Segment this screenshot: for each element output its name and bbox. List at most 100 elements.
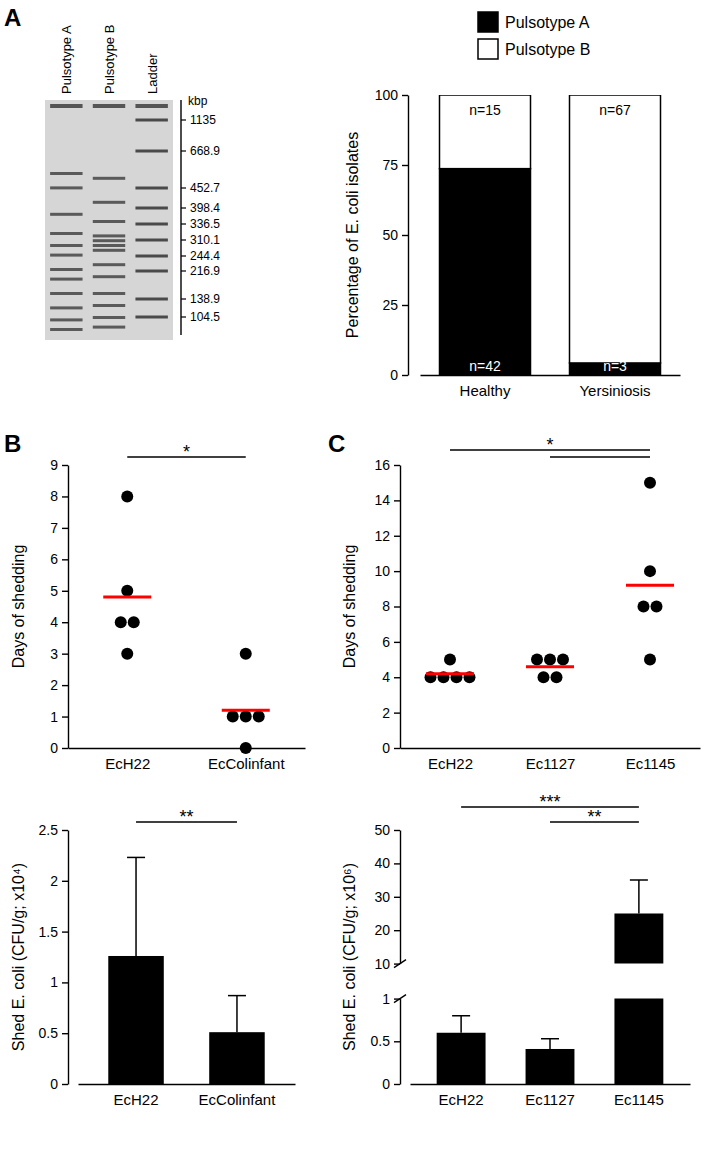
point: [531, 654, 543, 666]
significance-label: **: [179, 807, 193, 827]
ladder-band: [135, 270, 167, 273]
tick-mark: [394, 571, 400, 572]
tick: EcH22: [439, 1084, 484, 1108]
error-cap: [541, 1038, 559, 1040]
tick: Ec1145: [626, 748, 676, 772]
y-axis-title: Shed E. coli (CFU/g; x10⁶): [341, 863, 358, 1051]
tick-label: 7: [50, 520, 58, 536]
ladder-band: [135, 187, 167, 190]
tick-label: 9: [50, 457, 58, 473]
gel-band: [50, 268, 82, 271]
tick: 30: [374, 889, 400, 905]
tick-label: 16: [374, 457, 390, 473]
error-cap: [228, 995, 246, 997]
point: [638, 601, 650, 613]
tick: 4: [382, 669, 400, 685]
mean-line: [103, 596, 151, 599]
tick-label: 2.5: [39, 822, 59, 838]
tick: 0: [382, 740, 400, 756]
error-line: [638, 880, 640, 913]
ladder-tick: [181, 187, 186, 188]
point: [644, 565, 656, 577]
tick-mark: [62, 830, 68, 831]
tick-label: 10: [374, 956, 390, 972]
gel-band: [93, 220, 125, 223]
ladder-label: 668.9: [190, 144, 220, 158]
bar: [614, 999, 663, 1084]
ladder-unit: kbp: [188, 94, 208, 108]
tick-label: Ec1127: [525, 1091, 575, 1108]
ladder-label: 310.1: [190, 233, 220, 247]
tick: 2.5: [39, 822, 68, 838]
tick: 9: [50, 457, 68, 473]
plot-area: [614, 880, 663, 963]
bar: [440, 95, 531, 169]
tick-label: 50: [382, 227, 398, 243]
point: [121, 490, 133, 502]
tick-mark: [402, 95, 408, 96]
tick: 20: [374, 922, 400, 938]
gel-band: [93, 249, 125, 252]
tick: 1: [50, 709, 68, 725]
tick: EcH22: [428, 748, 473, 772]
ladder-band: [135, 239, 167, 242]
tick-label: 100: [375, 87, 399, 103]
tick: 6: [50, 551, 68, 567]
gel-band: [50, 278, 82, 281]
gel-well: [93, 104, 125, 108]
y-axis: 1020304050: [374, 822, 400, 972]
gel-band: [93, 177, 125, 180]
tick: 16: [374, 457, 400, 473]
tick-label: 1.5: [39, 924, 59, 940]
tick: 2: [50, 677, 68, 693]
tick: 2: [50, 873, 68, 889]
plot-area: [425, 477, 675, 684]
tick-mark: [62, 716, 68, 717]
point: [551, 671, 563, 683]
error-line: [460, 1016, 462, 1033]
tick-label: 4: [50, 614, 58, 630]
ladder-label: 216.9: [190, 264, 220, 278]
point: [227, 711, 239, 723]
axis-line: [408, 96, 409, 376]
tick: 25: [382, 297, 408, 313]
gel-band: [50, 292, 82, 295]
mean-line: [626, 584, 674, 587]
lane-label: Pulsotype B: [102, 25, 117, 94]
y-axis: 0255075100: [375, 87, 409, 383]
gel-band: [93, 326, 125, 329]
lane-label: Ladder: [145, 53, 160, 94]
legend-label: Pulsotype A: [505, 14, 590, 31]
legend-entry: Pulsotype A: [478, 12, 590, 32]
ladder-tick: [181, 119, 186, 120]
tick-label: 40: [374, 855, 390, 871]
significance-label: *: [183, 442, 190, 462]
significance-label: *: [546, 435, 553, 455]
tick: Ec1145: [614, 1084, 664, 1108]
tick-label: 0: [382, 740, 390, 756]
y-axis-title: Days of shedding: [341, 545, 358, 669]
point: [253, 711, 265, 723]
legend-entry: Pulsotype B: [478, 39, 590, 59]
tick: 10: [374, 563, 400, 579]
point: [557, 654, 569, 666]
axis-break: [394, 960, 406, 968]
point: [544, 654, 556, 666]
gel-band: [50, 172, 82, 175]
tick: EcColinfant: [208, 748, 286, 772]
point: [651, 601, 663, 613]
error-cap: [452, 1015, 470, 1017]
tick-label: 2: [50, 677, 58, 693]
bar-label: n=42: [469, 358, 501, 374]
tick: 7: [50, 520, 68, 536]
x-axis: EcH22Ec1127Ec1145: [401, 748, 701, 772]
tick-label: EcH22: [105, 755, 150, 772]
bar: [570, 95, 661, 363]
tick: 10: [374, 956, 400, 972]
ladder-tick: [181, 239, 186, 240]
tick: 0: [50, 1076, 68, 1092]
bar: [209, 1032, 265, 1084]
bar: [440, 169, 531, 375]
tick-label: 0.5: [39, 1025, 59, 1041]
ladder-band: [135, 255, 167, 258]
